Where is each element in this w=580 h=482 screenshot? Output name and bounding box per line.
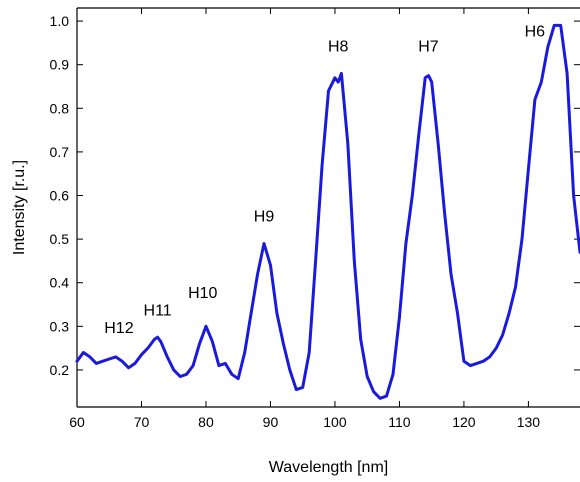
plot-frame [76,7,580,408]
x-axis: 60 70 80 90 100 110 120 130 [69,8,540,430]
x-tick-label: 130 [517,414,541,430]
y-tick-label: 0.9 [50,57,70,73]
peak-label-h6: H6 [525,23,546,40]
peak-label-h8: H8 [328,39,349,56]
x-tick-label: 120 [452,414,476,430]
x-tick-label: 100 [323,414,347,430]
y-tick-label: 0.6 [50,188,70,204]
peak-label-h10: H10 [188,285,217,302]
y-tick-label: 0.2 [50,362,70,378]
y-tick-label: 0.8 [50,100,70,116]
x-tick-label: 60 [69,414,85,430]
y-axis-title: Intensity [r.u.] [11,160,28,255]
x-axis-title: Wavelength [nm] [269,459,388,476]
peak-label-h9: H9 [254,209,275,226]
x-tick-label: 90 [263,414,279,430]
y-tick-label: 0.4 [50,275,70,291]
y-tick-label: 0.3 [50,318,70,334]
intensity-series-line [75,23,580,400]
peak-label-h7: H7 [418,39,439,56]
y-axis: 0.2 0.3 0.4 0.5 0.6 0.7 0.8 0.9 1.0 [50,13,580,378]
x-tick-label: 70 [134,414,150,430]
peak-labels: H12 H11 H10 H9 H8 H7 H6 [104,23,545,337]
peak-label-h12: H12 [104,320,133,337]
x-tick-label: 80 [198,414,214,430]
y-tick-label: 0.5 [50,231,70,247]
peak-label-h11: H11 [144,302,172,319]
y-tick-label: 1.0 [50,13,70,29]
y-tick-label: 0.7 [50,144,70,160]
x-tick-label: 110 [388,414,411,430]
